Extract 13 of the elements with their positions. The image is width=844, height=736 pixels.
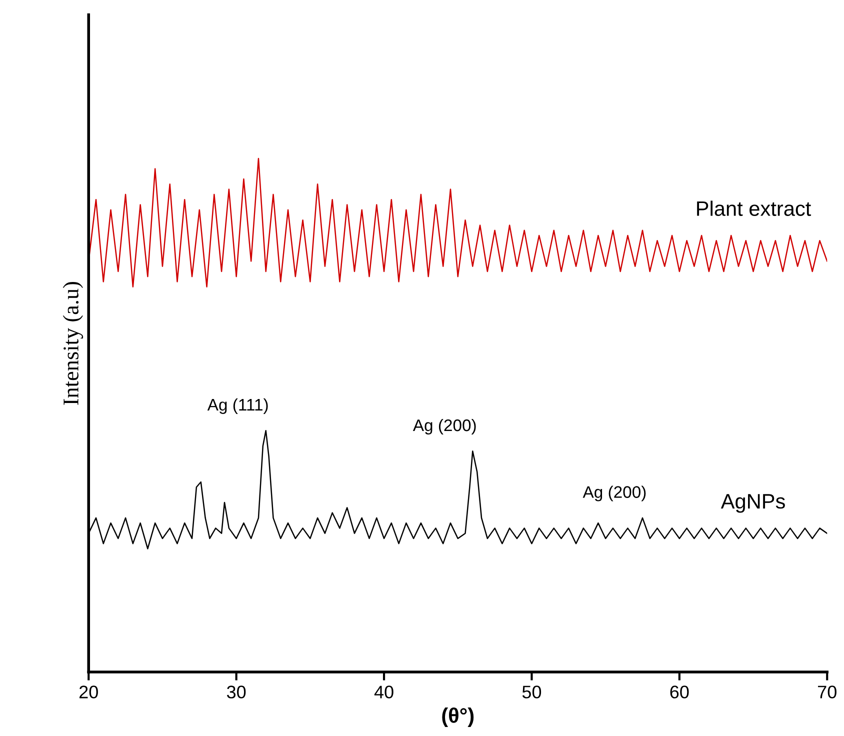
x-tick-label: 40 — [374, 686, 394, 698]
series-label: Plant extract — [697, 200, 812, 216]
annotation: Ag (200) — [582, 486, 646, 502]
y-axis-title: Intensity (a.u) — [62, 282, 84, 405]
annotation: Ag (200) — [412, 418, 476, 435]
x-tick-label: 30 — [226, 686, 246, 698]
x-tick-label: 50 — [522, 686, 542, 698]
x-tick-label: 60 — [670, 686, 689, 698]
series-label: AgNPs — [720, 494, 785, 513]
x-tick-label: 70 — [818, 686, 836, 698]
annotation: Ag (111) — [207, 398, 268, 414]
x-axis-title: (θ°) — [442, 708, 474, 727]
x-tick-label: 20 — [79, 686, 98, 698]
